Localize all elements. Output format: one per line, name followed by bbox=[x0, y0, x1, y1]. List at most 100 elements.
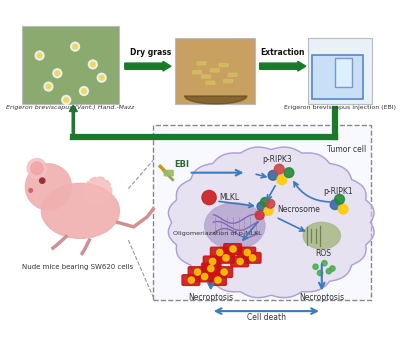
Text: Nude mice bearing SW620 cells: Nude mice bearing SW620 cells bbox=[22, 264, 133, 270]
FancyBboxPatch shape bbox=[231, 256, 248, 267]
Circle shape bbox=[71, 42, 80, 51]
Text: EBI: EBI bbox=[174, 160, 190, 169]
Circle shape bbox=[27, 158, 47, 178]
Circle shape bbox=[313, 264, 318, 269]
Circle shape bbox=[44, 82, 53, 91]
FancyBboxPatch shape bbox=[312, 55, 363, 99]
Circle shape bbox=[55, 71, 60, 75]
Circle shape bbox=[317, 270, 323, 276]
Circle shape bbox=[217, 250, 223, 256]
Polygon shape bbox=[168, 147, 374, 298]
FancyBboxPatch shape bbox=[203, 256, 221, 267]
FancyArrow shape bbox=[69, 105, 77, 137]
Circle shape bbox=[230, 246, 236, 252]
Text: Necrosome: Necrosome bbox=[278, 205, 320, 214]
FancyBboxPatch shape bbox=[206, 81, 215, 84]
Circle shape bbox=[53, 69, 62, 78]
Text: Necroptosis: Necroptosis bbox=[299, 293, 344, 302]
Circle shape bbox=[202, 190, 216, 205]
FancyBboxPatch shape bbox=[153, 125, 372, 300]
FancyBboxPatch shape bbox=[217, 252, 234, 263]
FancyBboxPatch shape bbox=[210, 247, 228, 258]
Text: Necroptosis: Necroptosis bbox=[188, 293, 234, 302]
Circle shape bbox=[73, 44, 77, 49]
FancyBboxPatch shape bbox=[195, 271, 213, 282]
Circle shape bbox=[330, 266, 335, 271]
Text: Oligomeriazation of p-MLKL: Oligomeriazation of p-MLKL bbox=[173, 231, 262, 236]
FancyBboxPatch shape bbox=[215, 267, 233, 277]
Circle shape bbox=[35, 51, 44, 60]
Circle shape bbox=[97, 73, 106, 82]
Ellipse shape bbox=[205, 203, 265, 249]
Circle shape bbox=[237, 258, 243, 265]
Circle shape bbox=[29, 189, 32, 192]
Circle shape bbox=[326, 268, 332, 274]
Text: Erigeron breviscapus (Vant.) Hand.-Mazz: Erigeron breviscapus (Vant.) Hand.-Mazz bbox=[6, 105, 134, 110]
FancyBboxPatch shape bbox=[193, 70, 202, 74]
Circle shape bbox=[338, 204, 348, 214]
Circle shape bbox=[264, 206, 273, 215]
Circle shape bbox=[194, 269, 201, 275]
Circle shape bbox=[40, 178, 45, 183]
Circle shape bbox=[37, 53, 42, 58]
Text: Tumor cell: Tumor cell bbox=[327, 145, 366, 154]
Circle shape bbox=[223, 255, 229, 261]
Circle shape bbox=[255, 211, 264, 220]
Circle shape bbox=[188, 277, 194, 283]
Circle shape bbox=[25, 164, 72, 210]
Text: p-RIPK3: p-RIPK3 bbox=[262, 155, 292, 164]
Circle shape bbox=[277, 175, 287, 185]
Circle shape bbox=[82, 89, 86, 93]
Circle shape bbox=[266, 199, 275, 208]
Circle shape bbox=[46, 84, 51, 89]
FancyBboxPatch shape bbox=[197, 62, 206, 65]
FancyBboxPatch shape bbox=[175, 38, 255, 104]
Circle shape bbox=[330, 200, 340, 209]
Circle shape bbox=[274, 164, 284, 174]
FancyBboxPatch shape bbox=[224, 79, 233, 83]
FancyBboxPatch shape bbox=[202, 263, 219, 274]
Circle shape bbox=[221, 269, 227, 275]
Ellipse shape bbox=[41, 183, 120, 239]
FancyBboxPatch shape bbox=[243, 252, 261, 263]
FancyBboxPatch shape bbox=[308, 38, 372, 104]
Circle shape bbox=[250, 255, 256, 261]
Circle shape bbox=[31, 162, 43, 174]
Text: Erigeron breviscapus injection (EBI): Erigeron breviscapus injection (EBI) bbox=[284, 105, 396, 110]
Circle shape bbox=[64, 98, 68, 102]
FancyBboxPatch shape bbox=[182, 275, 200, 286]
FancyArrow shape bbox=[260, 61, 306, 71]
Circle shape bbox=[257, 202, 266, 211]
Circle shape bbox=[208, 266, 214, 272]
FancyBboxPatch shape bbox=[224, 244, 242, 254]
FancyBboxPatch shape bbox=[219, 63, 228, 67]
Text: p-RIPK1: p-RIPK1 bbox=[323, 187, 352, 196]
Circle shape bbox=[335, 194, 344, 204]
FancyArrow shape bbox=[125, 61, 171, 71]
FancyBboxPatch shape bbox=[209, 275, 226, 286]
Circle shape bbox=[88, 60, 97, 69]
Circle shape bbox=[202, 273, 208, 279]
FancyBboxPatch shape bbox=[22, 26, 120, 104]
Text: MLKL: MLKL bbox=[220, 193, 240, 202]
Ellipse shape bbox=[303, 222, 340, 249]
Circle shape bbox=[85, 177, 112, 204]
Circle shape bbox=[80, 87, 88, 95]
Text: Extraction: Extraction bbox=[260, 48, 305, 57]
Circle shape bbox=[244, 250, 250, 256]
Circle shape bbox=[210, 258, 216, 265]
FancyBboxPatch shape bbox=[188, 267, 206, 277]
Text: Dry grass: Dry grass bbox=[130, 48, 171, 57]
Circle shape bbox=[268, 171, 278, 180]
Circle shape bbox=[91, 62, 95, 67]
Circle shape bbox=[284, 168, 294, 178]
Text: Cell death: Cell death bbox=[247, 313, 286, 322]
FancyBboxPatch shape bbox=[164, 171, 173, 176]
Circle shape bbox=[260, 198, 270, 206]
Circle shape bbox=[322, 261, 327, 266]
FancyBboxPatch shape bbox=[202, 75, 210, 78]
FancyBboxPatch shape bbox=[238, 247, 256, 258]
FancyBboxPatch shape bbox=[210, 69, 219, 72]
Circle shape bbox=[215, 277, 221, 283]
Text: ROS: ROS bbox=[316, 249, 332, 258]
